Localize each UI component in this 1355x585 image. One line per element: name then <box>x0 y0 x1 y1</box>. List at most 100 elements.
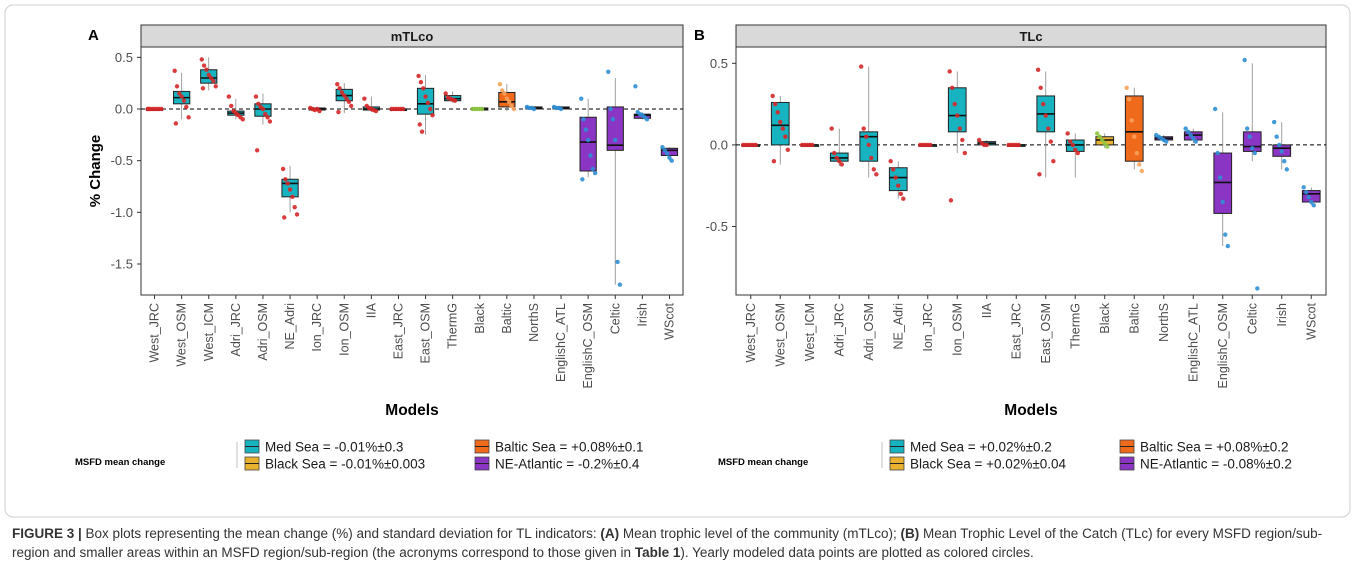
data-point <box>890 167 896 172</box>
data-point <box>901 196 906 201</box>
x-tick-label: Black <box>1098 302 1112 333</box>
figure-caption: FIGURE 3 | Box plots representing the me… <box>12 524 1337 562</box>
data-point <box>256 101 261 107</box>
x-tick-label: EnglishC_OSM <box>581 303 595 388</box>
x-tick-label: Baltic <box>500 303 514 334</box>
data-point <box>866 142 871 148</box>
caption-segment: Mean Trophic Level of the Catch (TLc) fo… <box>12 526 1323 560</box>
data-point <box>1126 97 1132 102</box>
data-point <box>1041 101 1046 107</box>
data-point <box>1223 232 1228 237</box>
data-point <box>172 68 177 73</box>
caption-label: FIGURE 3 | <box>12 526 82 541</box>
data-point <box>1137 162 1142 167</box>
x-tick-label: Black <box>473 302 487 333</box>
data-point <box>336 109 341 115</box>
x-tick-label: EnglishC_ATL <box>1186 303 1200 382</box>
data-point <box>753 142 759 148</box>
data-point <box>962 150 968 156</box>
data-point <box>427 106 433 112</box>
data-point <box>159 106 164 112</box>
data-point <box>1067 139 1073 144</box>
box-iqr <box>1213 152 1233 214</box>
data-point <box>479 106 485 112</box>
x-tick-label: IIA <box>980 302 994 318</box>
data-point <box>669 158 674 163</box>
data-point <box>186 115 191 120</box>
data-point <box>285 181 290 186</box>
x-tick-label: Ion_OSM <box>950 303 964 356</box>
data-point <box>864 134 869 139</box>
data-point <box>1282 159 1287 164</box>
data-point <box>580 177 585 182</box>
data-point <box>955 113 960 118</box>
data-point <box>928 142 933 148</box>
y-axis-label: % Change <box>87 135 104 208</box>
data-point <box>208 75 214 81</box>
data-point <box>581 117 586 122</box>
data-point <box>174 84 180 89</box>
data-point <box>1220 199 1225 205</box>
data-point <box>423 94 428 99</box>
data-point <box>1070 142 1075 148</box>
data-point <box>896 183 901 188</box>
data-point <box>452 98 458 103</box>
x-tick-label: Ion_OSM <box>337 303 351 356</box>
data-point <box>778 119 783 125</box>
data-point <box>500 88 505 93</box>
x-tick-label: West_JRC <box>148 303 162 363</box>
data-point <box>829 126 834 131</box>
data-point <box>1303 190 1309 195</box>
data-point <box>664 151 670 156</box>
data-point <box>1073 147 1078 152</box>
data-point <box>590 166 595 172</box>
data-point <box>1129 118 1134 123</box>
x-tick-label: Ion_JRC <box>310 303 324 352</box>
y-tick-label: 0.5 <box>710 56 728 71</box>
data-point <box>1065 131 1070 136</box>
data-point <box>1279 149 1284 154</box>
data-point <box>240 117 246 122</box>
data-point <box>421 86 426 91</box>
data-point <box>213 84 218 89</box>
data-point <box>898 191 903 197</box>
data-point <box>362 96 367 101</box>
data-point <box>775 110 780 115</box>
data-point <box>265 115 270 120</box>
data-point <box>861 126 866 131</box>
data-point <box>558 106 564 112</box>
data-point <box>531 106 537 112</box>
data-point <box>260 106 266 112</box>
data-point <box>871 167 877 172</box>
data-point <box>949 85 955 90</box>
data-point <box>1037 172 1042 177</box>
x-tick-label: East_OSM <box>419 303 433 363</box>
data-point <box>1309 199 1314 205</box>
data-point <box>1051 159 1056 164</box>
x-tick-label: East_JRC <box>391 303 405 359</box>
data-point <box>1252 150 1257 156</box>
data-point <box>335 82 340 87</box>
data-point <box>837 159 842 164</box>
data-point <box>578 96 584 101</box>
y-tick-label: 0.0 <box>115 102 133 117</box>
data-point <box>785 147 791 152</box>
data-point <box>1075 150 1080 156</box>
x-tick-label: East_JRC <box>1009 303 1023 359</box>
data-point <box>772 101 778 107</box>
data-point <box>373 108 379 114</box>
legend-label: Black Sea = -0.01%±0.003 <box>265 457 425 472</box>
x-tick-label: Adri_OSM <box>862 303 876 361</box>
data-point <box>1097 134 1102 139</box>
data-point <box>667 155 672 160</box>
y-tick-label: -1.0 <box>111 205 133 220</box>
data-point <box>283 177 288 182</box>
data-point <box>592 170 598 176</box>
data-point <box>211 78 216 84</box>
data-point <box>282 215 287 220</box>
data-point <box>502 91 507 96</box>
data-point <box>229 103 234 109</box>
data-point <box>419 129 425 134</box>
legend-label: Black Sea = +0.02%±0.04 <box>910 457 1067 472</box>
